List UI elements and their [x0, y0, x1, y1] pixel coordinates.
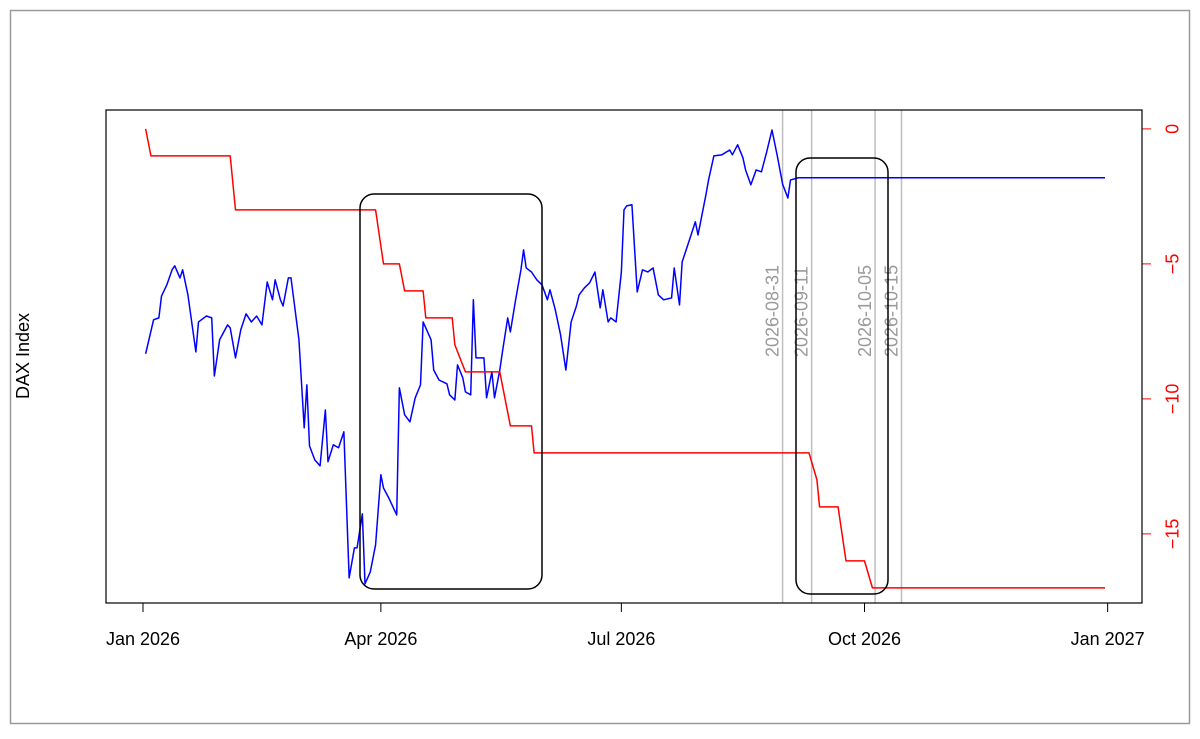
frame [9, 9, 1191, 725]
plot-area: Jan 2026 Apr 2026 Jul 2026 Oct 2026 Jan 2027… [106, 110, 1183, 649]
reference-label: 2026-08-31 [762, 265, 782, 357]
reference-label: 2026-10-05 [855, 265, 875, 357]
reference-label: 2026-09-11 [791, 266, 811, 357]
y-tick-label: −10 [1163, 384, 1183, 415]
series-line [144, 128, 1105, 589]
reference-label: 2026-10-15 [881, 265, 901, 357]
y-tick-label: 0 [1163, 124, 1183, 134]
x-tick-label: Jul 2026 [587, 629, 655, 649]
highlight-box [795, 157, 889, 595]
plot-border [105, 109, 1143, 604]
y-tick-label: −5 [1163, 254, 1183, 275]
y-axis-label: DAX Index [13, 313, 33, 399]
x-tick-label: Apr 2026 [344, 629, 417, 649]
x-tick-label: Jan 2026 [106, 629, 180, 649]
highlight-box [359, 193, 543, 590]
series-line [144, 129, 1105, 585]
x-tick-label: Jan 2027 [1071, 629, 1145, 649]
x-tick-label: Oct 2026 [828, 629, 901, 649]
y-tick-label: −15 [1163, 519, 1183, 550]
